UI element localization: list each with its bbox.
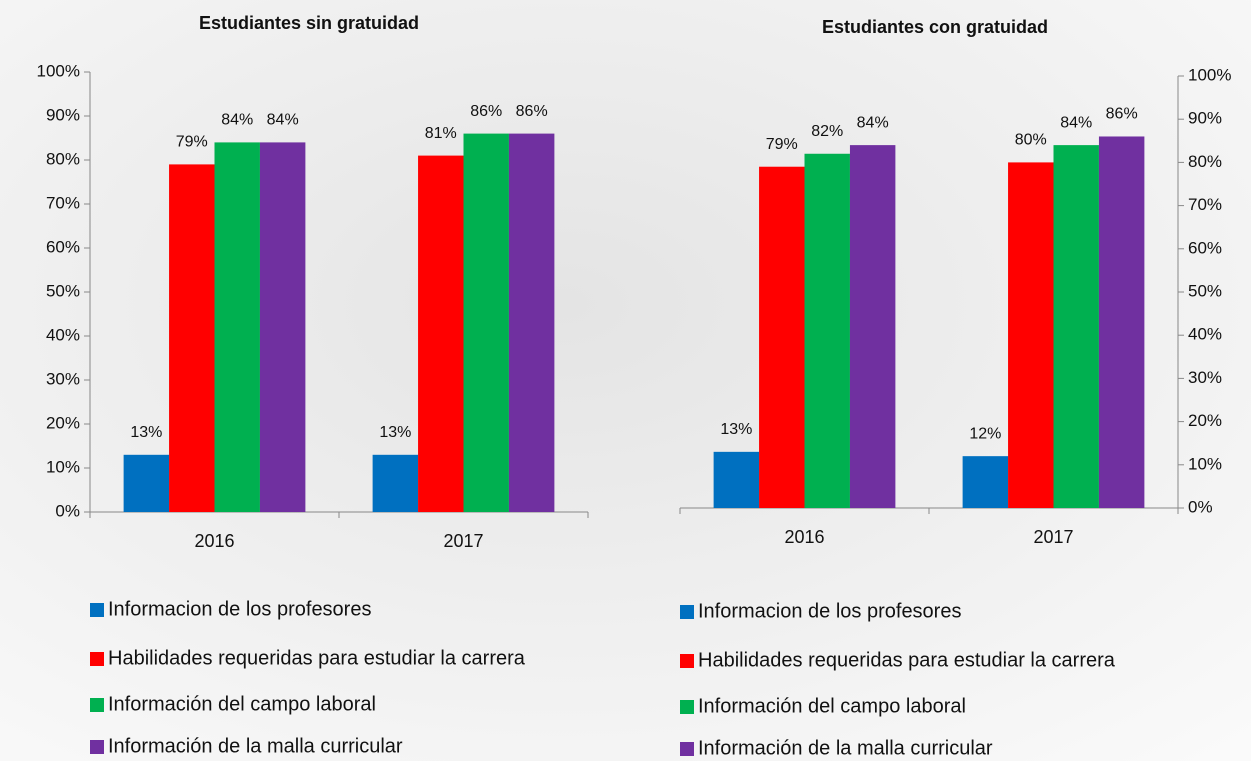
bar <box>759 166 805 508</box>
legend-label: Habilidades requeridas para estudiar la … <box>698 649 1116 671</box>
bar <box>463 133 509 512</box>
y-tick-label: 90% <box>46 105 80 124</box>
y-tick-label: 0% <box>1188 497 1213 516</box>
y-tick-label: 50% <box>46 281 80 300</box>
legend-swatch <box>680 700 694 714</box>
data-label: 13% <box>720 421 752 438</box>
y-tick-label: 30% <box>46 369 80 388</box>
y-tick-label: 20% <box>46 413 80 432</box>
bar <box>123 454 170 512</box>
y-tick-label: 60% <box>1188 238 1222 257</box>
bar <box>372 454 419 512</box>
y-tick-label: 20% <box>1188 411 1222 430</box>
legend-label: Informacion de los profesores <box>698 600 961 622</box>
y-tick-label: 60% <box>46 237 80 256</box>
y-tick-label: 30% <box>1188 368 1222 387</box>
chart-title: Estudiantes sin gratuidad <box>199 13 419 33</box>
data-label: 86% <box>516 103 548 120</box>
data-label: 82% <box>811 123 843 140</box>
y-tick-label: 10% <box>46 457 80 476</box>
data-label: 13% <box>130 424 162 441</box>
legend-swatch <box>90 698 104 712</box>
data-label: 84% <box>221 112 253 129</box>
data-label: 86% <box>1106 106 1138 123</box>
bar <box>169 164 215 512</box>
data-label: 13% <box>379 424 411 441</box>
data-label: 80% <box>1015 132 1047 149</box>
bar <box>214 142 260 512</box>
legend-label: Información del campo laboral <box>108 693 376 715</box>
data-label: 86% <box>470 103 502 120</box>
x-tick-label: 2017 <box>1033 527 1073 547</box>
legend-swatch <box>90 603 104 617</box>
y-tick-label: 10% <box>1188 454 1222 473</box>
y-tick-label: 70% <box>1188 195 1222 214</box>
y-tick-label: 80% <box>46 149 80 168</box>
x-tick-label: 2016 <box>194 531 234 551</box>
data-label: 12% <box>969 425 1001 442</box>
x-tick-label: 2016 <box>784 527 824 547</box>
bar <box>804 153 850 508</box>
y-tick-label: 100% <box>1188 65 1231 84</box>
data-label: 79% <box>766 136 798 153</box>
legend-swatch <box>90 740 104 754</box>
legend-swatch <box>680 654 694 668</box>
bar <box>259 142 306 512</box>
legend-swatch <box>90 652 104 666</box>
legend-label: Habilidades requeridas para estudiar la … <box>108 647 526 669</box>
chart-title: Estudiantes con gratuidad <box>822 17 1048 37</box>
legend-label: Información de la malla curricular <box>108 735 403 757</box>
legend-label: Información del campo laboral <box>698 695 966 717</box>
bar <box>1008 162 1054 508</box>
data-label: 84% <box>267 112 299 129</box>
y-tick-label: 90% <box>1188 109 1222 128</box>
data-label: 79% <box>176 134 208 151</box>
data-label: 84% <box>857 114 889 131</box>
bar <box>849 145 896 508</box>
legend-swatch <box>680 605 694 619</box>
data-label: 81% <box>425 125 457 142</box>
x-tick-label: 2017 <box>443 531 483 551</box>
y-tick-label: 80% <box>1188 152 1222 171</box>
data-label: 84% <box>1060 114 1092 131</box>
y-tick-label: 0% <box>55 501 80 520</box>
bar <box>713 451 760 508</box>
bar <box>418 155 464 512</box>
bar <box>962 456 1009 508</box>
y-tick-label: 40% <box>46 325 80 344</box>
y-tick-label: 100% <box>37 61 80 80</box>
bar <box>508 133 555 512</box>
legend-label: Información de la malla curricular <box>698 737 993 759</box>
legend-label: Informacion de los profesores <box>108 598 371 620</box>
legend-swatch <box>680 742 694 756</box>
y-tick-label: 40% <box>1188 325 1222 344</box>
y-tick-label: 50% <box>1188 281 1222 300</box>
bar <box>1098 136 1145 509</box>
bar <box>1053 145 1099 508</box>
y-tick-label: 70% <box>46 193 80 212</box>
